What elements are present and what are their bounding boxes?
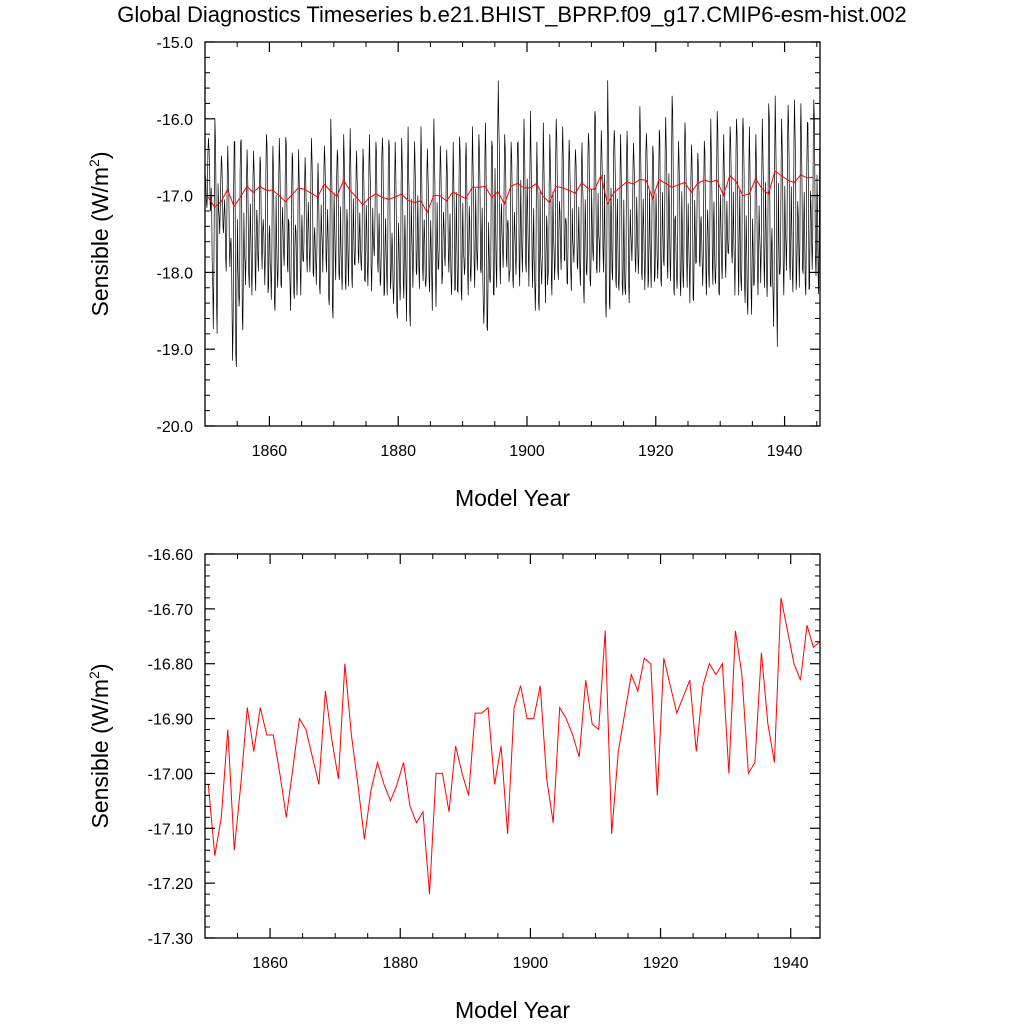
top-panel-chart: 1860 1880 1900 1920 1940 -20.0 -19.0 -18.0 -17.0… <box>86 35 821 511</box>
top-ytick-label: -19.0 <box>157 342 194 359</box>
bottom-xtick-label: 1880 <box>382 955 418 972</box>
bottom-ytick-label: -16.90 <box>148 712 193 729</box>
bottom-ytick-label: -17.20 <box>148 876 193 893</box>
annual-series <box>207 597 821 895</box>
bottom-ytick-label: -16.70 <box>148 602 193 619</box>
bottom-y-axis-label: Sensible (W/m2) <box>86 663 113 828</box>
bottom-ytick-label: -16.80 <box>148 657 193 674</box>
figure-title: Global Diagnostics Timeseries b.e21.BHIS… <box>117 2 907 27</box>
annual-mean-line <box>207 170 814 214</box>
top-y-axis-label-close: ) <box>87 151 113 159</box>
bottom-xtick-label: 1900 <box>513 955 549 972</box>
top-y-axis-label: Sensible (W/m2) <box>86 151 113 316</box>
top-ytick-label: -20.0 <box>157 419 194 436</box>
top-ytick-label: -16.0 <box>157 112 194 129</box>
top-xtick-label: 1900 <box>509 443 545 460</box>
bottom-y-axis-label-close: ) <box>87 663 113 671</box>
bottom-panel-chart: 1860 1880 1900 1920 1940 -17.30 -17.20 -17.10 -1… <box>86 547 821 1023</box>
top-ytick-label: -15.0 <box>157 35 194 52</box>
annual-series <box>207 170 814 214</box>
top-y-axis-label-text: Sensible (W/m <box>87 167 113 317</box>
annual-mean-line <box>207 597 821 895</box>
top-xtick-label: 1920 <box>638 443 674 460</box>
bottom-panel-axes: 1860 1880 1900 1920 1940 -17.30 -17.20 -17.10 -1… <box>86 547 821 1023</box>
top-xtick-label: 1940 <box>767 443 803 460</box>
top-xtick-label: 1860 <box>252 443 288 460</box>
bottom-ytick-label: -17.00 <box>148 766 193 783</box>
top-ytick-label: -18.0 <box>157 265 194 282</box>
bottom-xtick-label: 1940 <box>773 955 809 972</box>
monthly-line <box>204 80 821 368</box>
top-xtick-label: 1880 <box>380 443 416 460</box>
top-y-axis-label-superscript: 2 <box>86 159 102 167</box>
monthly-series <box>204 80 821 368</box>
bottom-y-axis-label-superscript: 2 <box>86 671 102 679</box>
bottom-y-axis-label-text: Sensible (W/m <box>87 679 113 829</box>
bottom-xtick-label: 1920 <box>643 955 679 972</box>
bottom-ytick-label: -17.10 <box>148 821 193 838</box>
bottom-ytick-label: -17.30 <box>148 931 193 948</box>
top-x-axis-label: Model Year <box>455 485 570 511</box>
bottom-xtick-label: 1860 <box>252 955 288 972</box>
bottom-x-axis-label: Model Year <box>455 997 570 1023</box>
top-panel-axes: 1860 1880 1900 1920 1940 -20.0 -19.0 -18.0 -17.0… <box>86 35 821 511</box>
top-ytick-label: -17.0 <box>157 189 194 206</box>
bottom-frame <box>204 553 821 939</box>
bottom-ytick-label: -16.60 <box>148 547 193 564</box>
top-frame <box>204 41 821 427</box>
